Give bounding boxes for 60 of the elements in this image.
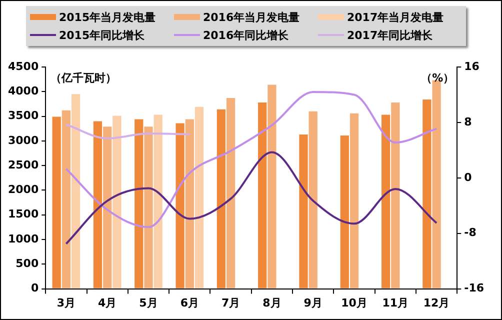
x-tick-label: 4月: [98, 296, 117, 310]
bar: [226, 98, 236, 288]
bar: [308, 111, 318, 288]
x-tick-label: 8月: [262, 296, 282, 310]
y-tick-label: 3000: [8, 134, 39, 147]
legend-label: 2017年当月发电量: [347, 10, 444, 24]
bar: [340, 136, 349, 288]
x-tick-label: 5月: [139, 296, 158, 310]
bar: [176, 123, 184, 288]
y2-tick-label: 8: [464, 115, 472, 128]
line-series: [65, 124, 191, 140]
x-tick-label: 9月: [304, 296, 322, 310]
y-tick-label: 3500: [8, 109, 39, 122]
bar: [154, 114, 162, 288]
x-tick-label: 10月: [341, 296, 368, 310]
bar: [103, 126, 112, 288]
y-tick-label: 4500: [8, 60, 39, 73]
line-series: [65, 90, 438, 228]
bar: [185, 119, 194, 288]
legend-label: 2017年同比增长: [347, 28, 433, 42]
y-axis-title: （亿千瓦时）: [50, 71, 117, 84]
y-tick-label: 2500: [8, 158, 39, 172]
x-tick-label: 3月: [56, 296, 76, 310]
x-tick-label: 6月: [180, 296, 199, 310]
legend-label: 2015年当月发电量: [59, 10, 156, 24]
y-tick-label: 500: [16, 257, 39, 270]
y-tick-label: 2000: [8, 183, 39, 196]
bar: [62, 110, 71, 288]
y2-tick-label: -8: [464, 226, 476, 240]
y2-tick-label: -16: [464, 282, 484, 295]
bar: [93, 121, 102, 288]
bar: [216, 109, 226, 288]
bar: [71, 94, 80, 288]
legend-label: 2016年同比增长: [203, 28, 289, 42]
y-tick-label: 1000: [8, 232, 39, 246]
bar: [299, 134, 308, 288]
y-tick-label: 1500: [8, 208, 39, 221]
bar: [258, 102, 267, 288]
bar: [350, 113, 359, 288]
bar: [432, 80, 441, 288]
y2-axis-title: （%）: [421, 71, 454, 84]
bar: [134, 119, 144, 288]
bar: [391, 102, 400, 288]
y-tick-label: 0: [30, 282, 39, 295]
bar: [422, 100, 432, 288]
bar: [194, 106, 204, 288]
legend-label: 2015年同比增长: [59, 28, 145, 42]
line-series: [65, 151, 438, 245]
x-tick-label: 7月: [221, 296, 240, 310]
y2-tick-label: 16: [464, 60, 480, 73]
x-tick-label: 12月: [423, 296, 450, 310]
bar: [381, 114, 390, 288]
x-tick-label: 11月: [382, 296, 409, 310]
bar: [112, 116, 122, 288]
bar: [52, 116, 61, 288]
bar: [144, 126, 153, 288]
y2-tick-label: 0: [464, 170, 472, 184]
bar: [268, 84, 276, 288]
y-tick-label: 4000: [8, 84, 39, 98]
legend-label: 2016年当月发电量: [203, 10, 300, 24]
